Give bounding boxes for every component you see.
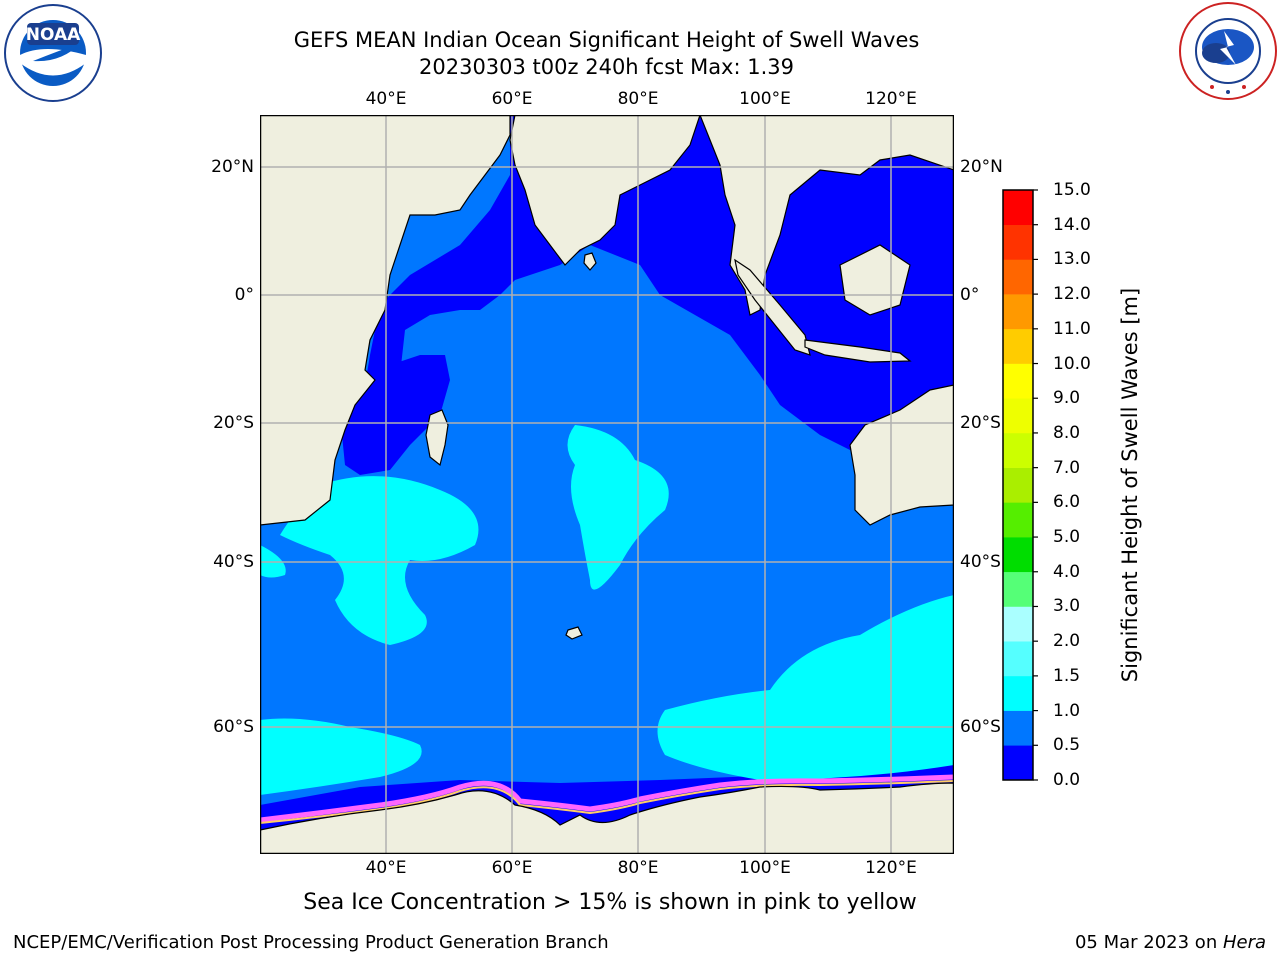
colorbar-tick-label: 10.0 [1053, 353, 1091, 374]
colorbar-tick-label: 0.5 [1053, 735, 1081, 756]
lon-tick-top-40: 40°E [365, 89, 407, 109]
colorbar-segment [1003, 502, 1033, 538]
map-frame [260, 115, 954, 854]
lat-tick-left-40s: 40°S [213, 552, 254, 572]
colorbar-tick-label: 7.0 [1053, 457, 1081, 478]
colorbar-label: Significant Height of Swell Waves [m] [1118, 287, 1142, 683]
colorbar-segment [1003, 675, 1033, 711]
sea-ice-band-inner [260, 780, 954, 824]
ocean-map [260, 115, 954, 854]
colorbar-segment [1003, 294, 1033, 330]
colorbar-tick-label: 4.0 [1053, 561, 1081, 582]
sea-ice-note: Sea Ice Concentration > 15% is shown in … [303, 890, 917, 915]
lat-tick-left-0: 0° [234, 285, 254, 305]
colorbar-segment [1003, 190, 1033, 226]
lon-tick-top-80: 80°E [617, 89, 659, 109]
lon-tick-top-60: 60°E [491, 89, 533, 109]
colorbar-segment [1003, 641, 1033, 677]
map-subtitle: 20230303 t00z 240h fcst Max: 1.39 [419, 55, 794, 79]
colorbar-tick-label: 3.0 [1053, 596, 1081, 617]
lon-tick-bottom-80: 80°E [617, 858, 659, 878]
footer-date: 05 Mar 2023 on Hera [1075, 932, 1266, 953]
sea-ice-band [260, 774, 954, 823]
colorbar-segment [1003, 363, 1033, 399]
colorbar-tick-label: 6.0 [1053, 492, 1081, 513]
lon-tick-bottom-100: 100°E [739, 858, 791, 878]
colorbar-tick-label: 1.5 [1053, 665, 1081, 686]
lon-tick-bottom-40: 40°E [365, 858, 407, 878]
lon-tick-bottom-120: 120°E [865, 858, 917, 878]
colorbar-tick-label: 14.0 [1053, 214, 1091, 235]
colorbar-frame [1002, 189, 1034, 781]
colorbar-segment [1003, 606, 1033, 642]
map-title: GEFS MEAN Indian Ocean Significant Heigh… [293, 28, 920, 52]
colorbar-tick-label: 1.0 [1053, 700, 1081, 721]
colorbar-segment [1003, 710, 1033, 746]
lon-tick-bottom-60: 60°E [491, 858, 533, 878]
colorbar-tick-label: 11.0 [1053, 318, 1091, 339]
colorbar-tick-label: 13.0 [1053, 249, 1091, 270]
noaa-logo: NOAA [4, 4, 102, 102]
lat-tick-left-20s: 20°S [213, 413, 254, 433]
swell-mid-regions [260, 425, 954, 795]
lat-tick-right-0: 0° [960, 285, 980, 305]
lon-tick-top-100: 100°E [739, 89, 791, 109]
land-masses [260, 115, 954, 854]
colorbar-segment [1003, 224, 1033, 260]
map-graticule [260, 115, 954, 854]
colorbar-tick-label: 0.0 [1053, 770, 1081, 790]
colorbar-segment [1003, 328, 1033, 364]
colorbar [1002, 189, 1038, 781]
colorbar-segment [1003, 432, 1033, 468]
swell-low-region-north [345, 115, 954, 465]
colorbar-segment [1003, 467, 1033, 503]
svg-text:NOAA: NOAA [26, 25, 81, 45]
footer-host: Hera [1222, 932, 1266, 953]
lat-tick-right-40s: 40°S [960, 552, 1001, 572]
lat-tick-right-20n: 20°N [960, 157, 1003, 177]
colorbar-segment [1003, 571, 1033, 607]
colorbar-tick-label: 8.0 [1053, 422, 1081, 443]
footer-date-text: 05 Mar 2023 on [1074, 932, 1223, 953]
lon-tick-top-120: 120°E [865, 89, 917, 109]
colorbar-tick-label: 12.0 [1053, 284, 1091, 305]
colorbar-tick-label: 2.0 [1053, 631, 1081, 652]
nws-logo [1179, 2, 1277, 100]
colorbar-tick-label: 15.0 [1053, 180, 1091, 200]
colorbar-segment [1003, 537, 1033, 573]
lat-tick-left-20n: 20°N [211, 157, 254, 177]
lat-tick-left-60s: 60°S [213, 717, 254, 737]
lat-tick-right-60s: 60°S [960, 717, 1001, 737]
colorbar-segment [1003, 745, 1033, 781]
footer-credit: NCEP/EMC/Verification Post Processing Pr… [13, 932, 609, 953]
lat-tick-right-20s: 20°S [960, 413, 1001, 433]
colorbar-tick-label: 9.0 [1053, 388, 1081, 409]
colorbar-tick-label: 5.0 [1053, 527, 1081, 548]
colorbar-segment [1003, 398, 1033, 434]
colorbar-segment [1003, 259, 1033, 295]
